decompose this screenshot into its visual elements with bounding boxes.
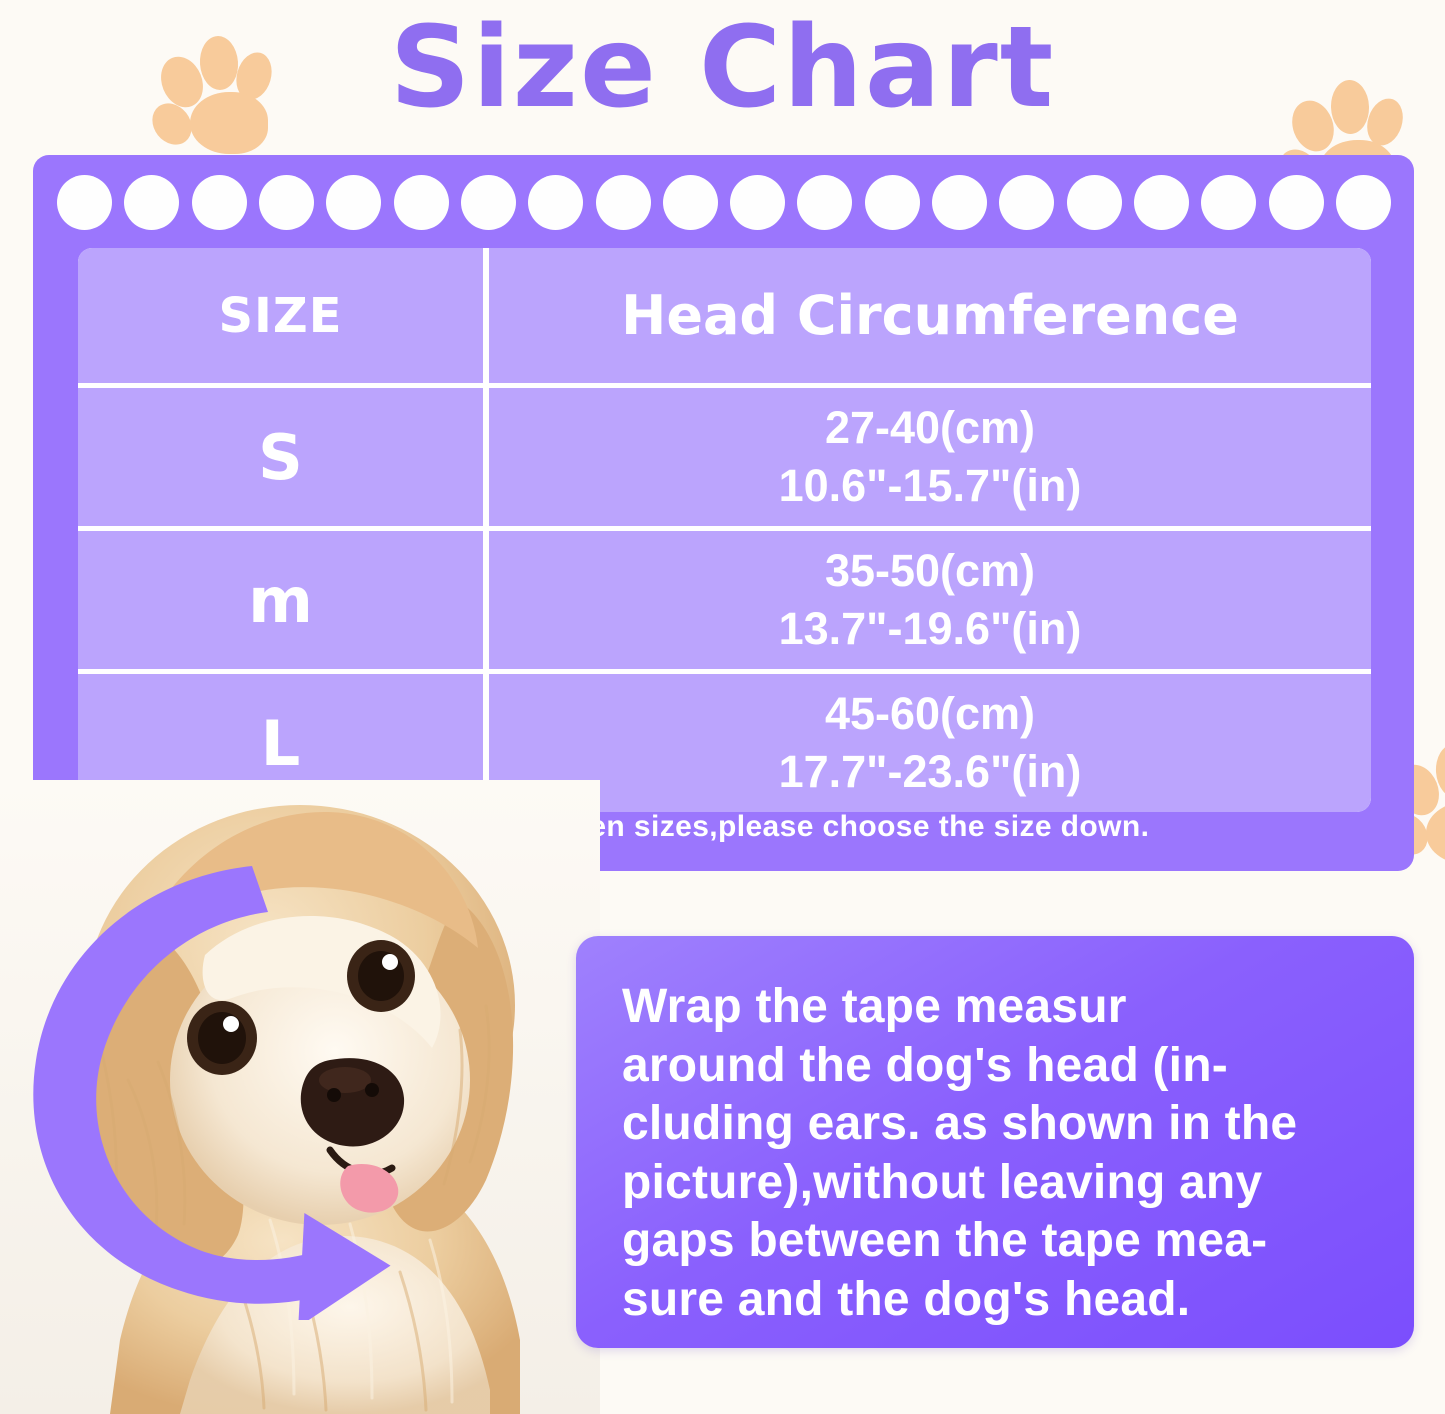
table-header-size-label: SIZE: [218, 287, 343, 344]
decorative-dot: [258, 174, 314, 230]
table-cell-circumference: 45-60(cm) 17.7"-23.6"(in): [489, 674, 1371, 812]
decorative-dot: [1134, 174, 1189, 230]
size-letter: L: [260, 706, 301, 780]
dog-photo-illustration: [0, 780, 600, 1414]
decorative-dot: [932, 174, 988, 230]
measurement-cm: 35-50(cm): [824, 545, 1036, 597]
measurement-cm: 27-40(cm): [824, 402, 1036, 454]
decorative-dot: [124, 174, 180, 230]
size-table: SIZE Head Circumference S 27-40(cm) 10.6…: [78, 248, 1371, 812]
measuring-instruction-text: Wrap the tape measur around the dog's he…: [622, 980, 1298, 1326]
table-header-circumference-label: Head Circumference: [621, 284, 1239, 347]
size-chart-panel: SIZE Head Circumference S 27-40(cm) 10.6…: [33, 155, 1414, 871]
measurement-in: 13.7"-19.6"(in): [778, 603, 1082, 654]
decorative-dot: [1201, 174, 1257, 230]
size-letter: m: [248, 563, 313, 637]
table-header-size: SIZE: [78, 248, 483, 383]
measuring-instruction-box: Wrap the tape measur around the dog's he…: [576, 936, 1414, 1348]
size-letter: S: [258, 420, 303, 494]
page-title: Size Chart: [389, 3, 1056, 133]
table-row: m 35-50(cm) 13.7"-19.6"(in): [78, 531, 1371, 669]
decorative-dot: [864, 174, 920, 230]
measurement-in: 17.7"-23.6"(in): [778, 746, 1082, 797]
decorative-dot: [595, 174, 651, 230]
decorative-dot: [1066, 174, 1122, 230]
measurement-cm: 45-60(cm): [824, 688, 1036, 740]
decorative-dot: [999, 174, 1055, 230]
decorative-dot: [393, 174, 449, 230]
table-cell-size: S: [78, 388, 483, 526]
decorative-dots-row: [57, 173, 1391, 231]
table-cell-size: m: [78, 531, 483, 669]
dog-photo: [0, 780, 600, 1414]
table-cell-circumference: 35-50(cm) 13.7"-19.6"(in): [489, 531, 1371, 669]
decorative-dot: [797, 174, 853, 230]
decorative-dot: [191, 174, 247, 230]
decorative-dot: [1335, 174, 1391, 230]
table-cell-circumference: 27-40(cm) 10.6"-15.7"(in): [489, 388, 1371, 526]
table-header-circumference: Head Circumference: [489, 248, 1371, 383]
decorative-dot: [57, 174, 112, 230]
measurement-in: 10.6"-15.7"(in): [778, 460, 1082, 511]
decorative-dot: [460, 174, 516, 230]
decorative-dot: [662, 174, 718, 230]
decorative-dot: [1268, 174, 1324, 230]
decorative-dot: [730, 174, 786, 230]
table-header-row: SIZE Head Circumference: [78, 248, 1371, 383]
decorative-dot: [326, 174, 382, 230]
decorative-dot: [528, 174, 584, 230]
table-row: S 27-40(cm) 10.6"-15.7"(in): [78, 388, 1371, 526]
